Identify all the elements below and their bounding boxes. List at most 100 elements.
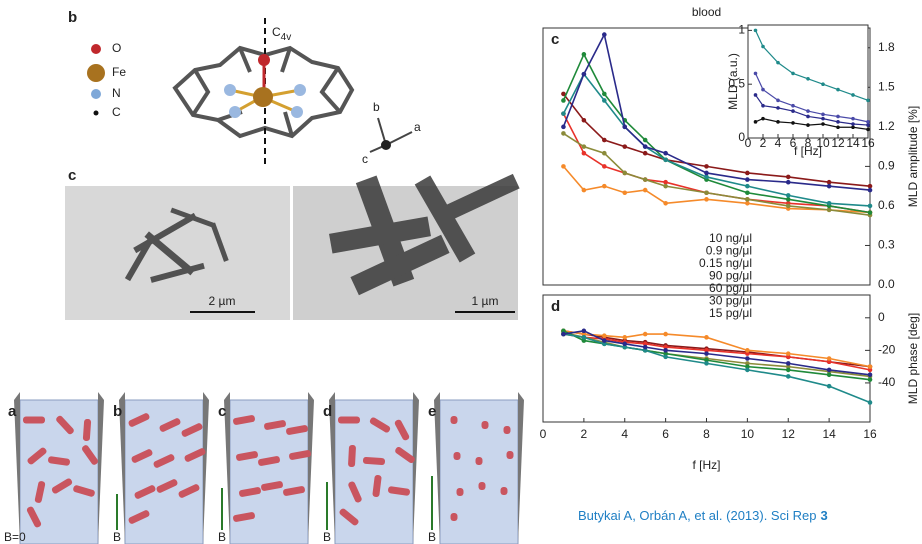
- x-tick-label: 4: [621, 427, 628, 441]
- data-point: [827, 184, 832, 189]
- field-label: B: [323, 530, 331, 544]
- data-point: [827, 356, 832, 361]
- y-tick-label: 1.2: [878, 119, 895, 133]
- data-point: [868, 204, 873, 209]
- data-point: [582, 329, 587, 334]
- chart: b O Fe N C C4v a b c c 2 µm 1 µm aB=0bBc…: [0, 0, 922, 544]
- axis-label: a: [414, 120, 421, 134]
- data-point: [791, 121, 795, 125]
- y-axis-label: MLD amplitude [%]: [906, 106, 920, 207]
- x-axis-label: f [Hz]: [794, 144, 822, 158]
- y-axis-label: MLD phase [deg]: [906, 313, 920, 404]
- data-point: [704, 171, 709, 176]
- data-point: [821, 117, 825, 121]
- y-tick-label: 1.5: [878, 79, 895, 93]
- data-point: [663, 348, 668, 353]
- panel-label: b: [68, 9, 77, 26]
- data-point: [622, 171, 627, 176]
- panel-label: d: [551, 298, 560, 315]
- data-point: [582, 335, 587, 340]
- data-point: [704, 361, 709, 366]
- field-label: B=0: [4, 530, 26, 544]
- data-point: [868, 364, 873, 369]
- x-tick-label: 8: [703, 427, 710, 441]
- field-label: B: [113, 530, 121, 544]
- data-point: [827, 180, 832, 185]
- data-point: [761, 104, 765, 108]
- data-point: [868, 184, 873, 189]
- data-point: [643, 345, 648, 350]
- data-point: [836, 88, 840, 92]
- data-point: [786, 374, 791, 379]
- data-point: [761, 45, 765, 49]
- data-point: [602, 138, 607, 143]
- data-point: [622, 190, 627, 195]
- atom-icon: [94, 111, 99, 116]
- data-point: [866, 128, 870, 132]
- data-point: [786, 361, 791, 366]
- data-point: [561, 125, 566, 130]
- data-point: [745, 190, 750, 195]
- data-point: [745, 201, 750, 206]
- n-atom: [291, 106, 303, 118]
- data-point: [582, 188, 587, 193]
- y-tick-label: 0.0: [878, 277, 895, 291]
- axis-label: c: [362, 152, 368, 166]
- data-point: [745, 184, 750, 189]
- panel-label: d: [323, 403, 332, 420]
- data-point: [745, 171, 750, 176]
- data-point: [866, 123, 870, 127]
- data-point: [561, 164, 566, 169]
- data-point: [806, 115, 810, 119]
- data-point: [602, 184, 607, 189]
- data-point: [868, 188, 873, 193]
- data-point: [821, 82, 825, 86]
- x-tick-label: 2: [581, 427, 588, 441]
- data-point: [643, 138, 648, 143]
- x-tick-label: 10: [741, 427, 755, 441]
- data-point: [754, 29, 758, 33]
- data-point: [786, 368, 791, 373]
- data-point: [761, 117, 765, 121]
- n-atom: [294, 84, 306, 96]
- data-point: [786, 180, 791, 185]
- data-point: [806, 123, 810, 127]
- y-tick-label: 0.6: [878, 198, 895, 212]
- panel-label: c: [68, 167, 76, 184]
- x-tick-label: 16: [863, 427, 877, 441]
- y-tick-label: 0.9: [878, 159, 895, 173]
- data-point: [827, 368, 832, 373]
- cuvette-edge: [308, 392, 314, 544]
- y-axis-label: MLD (a.u.): [726, 53, 740, 110]
- data-point: [602, 338, 607, 343]
- data-point: [745, 368, 750, 373]
- data-point: [663, 180, 668, 185]
- data-point: [836, 125, 840, 129]
- data-point: [754, 93, 758, 97]
- data-point: [851, 125, 855, 129]
- data-point: [602, 92, 607, 97]
- data-point: [622, 342, 627, 347]
- data-point: [776, 120, 780, 124]
- rod: [504, 426, 511, 434]
- rod: [338, 417, 360, 424]
- rod: [23, 417, 45, 424]
- data-point: [851, 122, 855, 126]
- legend-entry: 15 pg/μl: [709, 306, 752, 320]
- panel-label: c: [551, 31, 559, 48]
- schematic: aB=0bBcBdBeB: [4, 392, 524, 544]
- data-point: [868, 400, 873, 405]
- data-point: [866, 120, 870, 124]
- crystal-axes: [370, 118, 412, 152]
- data-point: [851, 93, 855, 97]
- data-point: [704, 335, 709, 340]
- data-point: [602, 333, 607, 338]
- atom-icon: [91, 44, 101, 54]
- x-tick-label: 14: [822, 427, 836, 441]
- data-point: [754, 72, 758, 76]
- cuvette-edge: [203, 392, 209, 544]
- n-atom: [229, 106, 241, 118]
- fe-atom: [253, 87, 273, 107]
- data-point: [582, 118, 587, 123]
- x-tick-label: 6: [662, 427, 669, 441]
